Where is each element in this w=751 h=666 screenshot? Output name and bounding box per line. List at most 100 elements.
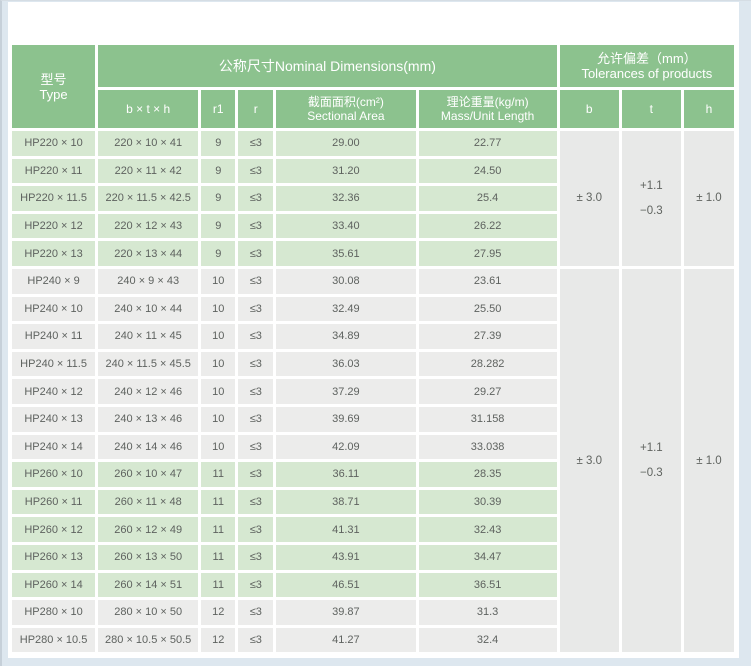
tolerance-cell-t: +1.1 −0.3 (621, 131, 681, 266)
cell-type: HP220 × 11 (12, 158, 96, 184)
cell-r1: 9 (201, 131, 236, 156)
cell-area: 32.49 (276, 296, 416, 322)
col-header-sectional-area-en: Sectional Area (307, 109, 385, 123)
cell-mass: 25.4 (418, 186, 557, 211)
cell-r1: 10 (201, 268, 236, 294)
table-row: HP260 × 11 260 × 11 × 48 11 ≤3 38.71 30.39 (12, 489, 734, 515)
cell-r: ≤3 (238, 213, 274, 239)
table-row: HP240 × 11 240 × 11 × 45 10 ≤3 34.89 27.39 (12, 324, 734, 349)
tolerance-t-plus: +1.1 (639, 179, 663, 192)
cell-r1: 12 (201, 600, 236, 625)
table-row: HP220 × 11.5 220 × 11.5 × 42.5 9 ≤3 32.36 25.… (12, 186, 734, 211)
table-row: HP240 × 12 240 × 12 × 46 10 ≤3 37.29 29.27 (12, 379, 734, 404)
cell-btx: 240 × 10 × 44 (98, 296, 199, 322)
cell-area: 35.61 (276, 241, 416, 266)
cell-r1: 11 (201, 544, 236, 570)
cell-r1: 9 (201, 241, 236, 266)
cell-r1: 9 (201, 186, 236, 211)
cell-r: ≤3 (238, 131, 274, 156)
cell-btx: 280 × 10.5 × 50.5 (98, 627, 199, 653)
cell-type: HP240 × 14 (12, 434, 96, 460)
tolerance-cell-t: +1.1 −0.3 (621, 268, 681, 653)
col-header-btx: b × t × h (98, 90, 199, 128)
cell-mass: 36.51 (418, 572, 557, 598)
cell-r: ≤3 (238, 186, 274, 211)
cell-type: HP260 × 11 (12, 489, 96, 515)
table-row: HP240 × 10 240 × 10 × 44 10 ≤3 32.49 25.50 (12, 296, 734, 322)
cell-btx: 220 × 13 × 44 (98, 241, 199, 266)
cell-type: HP220 × 10 (12, 131, 96, 156)
cell-r: ≤3 (238, 406, 274, 432)
page: 型号 Type 公称尺寸Nominal Dimensions(mm) 允许偏差（… (8, 2, 739, 658)
cell-mass: 27.39 (418, 324, 557, 349)
cell-type: HP240 × 13 (12, 406, 96, 432)
cell-r1: 10 (201, 406, 236, 432)
cell-r: ≤3 (238, 600, 274, 625)
cell-mass: 33.038 (418, 434, 557, 460)
cell-mass: 31.3 (418, 600, 557, 625)
table-row: HP220 × 11 220 × 11 × 42 9 ≤3 31.20 24.50 (12, 158, 734, 184)
table-row: HP240 × 11.5 240 × 11.5 × 45.5 10 ≤3 36.03 28… (12, 351, 734, 377)
cell-area: 34.89 (276, 324, 416, 349)
col-header-r: r (238, 90, 274, 128)
cell-r1: 11 (201, 517, 236, 542)
cell-type: HP240 × 10 (12, 296, 96, 322)
cell-area: 37.29 (276, 379, 416, 404)
cell-r: ≤3 (238, 379, 274, 404)
cell-r: ≤3 (238, 572, 274, 598)
col-header-r1: r1 (201, 90, 236, 128)
cell-r1: 9 (201, 213, 236, 239)
cell-r: ≤3 (238, 544, 274, 570)
cell-mass: 26.22 (418, 213, 557, 239)
cell-area: 33.40 (276, 213, 416, 239)
col-header-type-zh: 型号 (40, 71, 67, 87)
cell-r: ≤3 (238, 627, 274, 653)
cell-r: ≤3 (238, 296, 274, 322)
cell-area: 39.69 (276, 406, 416, 432)
tolerance-t-minus: −0.3 (639, 467, 663, 480)
cell-btx: 240 × 9 × 43 (98, 268, 199, 294)
cell-type: HP280 × 10 (12, 600, 96, 625)
cell-r: ≤3 (238, 489, 274, 515)
cell-r: ≤3 (238, 241, 274, 266)
cell-type: HP260 × 14 (12, 572, 96, 598)
col-header-sectional-area-zh: 截面面积(cm²) (307, 94, 384, 109)
cell-btx: 240 × 13 × 46 (98, 406, 199, 432)
tolerance-t-plus: +1.1 (639, 442, 663, 455)
col-header-tol-b: b (559, 90, 619, 128)
cell-mass: 30.39 (418, 489, 557, 515)
cell-area: 41.27 (276, 627, 416, 653)
cell-type: HP240 × 12 (12, 379, 96, 404)
cell-btx: 260 × 11 × 48 (98, 489, 199, 515)
cell-btx: 220 × 10 × 41 (98, 131, 199, 156)
cell-area: 41.31 (276, 517, 416, 542)
cell-area: 32.36 (276, 186, 416, 211)
tolerance-cell-h: ± 1.0 (683, 268, 734, 653)
cell-r: ≤3 (238, 462, 274, 487)
cell-r1: 10 (201, 379, 236, 404)
cell-r1: 10 (201, 351, 236, 377)
cell-mass: 24.50 (418, 158, 557, 184)
cell-area: 46.51 (276, 572, 416, 598)
cell-r1: 12 (201, 627, 236, 653)
cell-r1: 10 (201, 296, 236, 322)
cell-mass: 32.43 (418, 517, 557, 542)
table-row: HP220 × 12 220 × 12 × 43 9 ≤3 33.40 26.22 (12, 213, 734, 239)
table-row: HP260 × 14 260 × 14 × 51 11 ≤3 46.51 36.51 (12, 572, 734, 598)
cell-r: ≤3 (238, 517, 274, 542)
cell-area: 30.08 (276, 268, 416, 294)
table-row: HP280 × 10.5 280 × 10.5 × 50.5 12 ≤3 41.27 32… (12, 627, 734, 653)
table-row: HP260 × 12 260 × 12 × 49 11 ≤3 41.31 32.43 (12, 517, 734, 542)
cell-btx: 260 × 13 × 50 (98, 544, 199, 570)
cell-btx: 260 × 10 × 47 (98, 462, 199, 487)
cell-area: 31.20 (276, 158, 416, 184)
cell-area: 43.91 (276, 544, 416, 570)
col-header-tolerances-zh: 允许偏差（mm） (597, 51, 697, 66)
cell-btx: 280 × 10 × 50 (98, 600, 199, 625)
cell-mass: 22.77 (418, 131, 557, 156)
cell-btx: 240 × 11.5 × 45.5 (98, 351, 199, 377)
cell-r1: 11 (201, 462, 236, 487)
cell-r1: 9 (201, 158, 236, 184)
col-header-mass-zh: 理论重量(kg/m) (446, 94, 529, 109)
